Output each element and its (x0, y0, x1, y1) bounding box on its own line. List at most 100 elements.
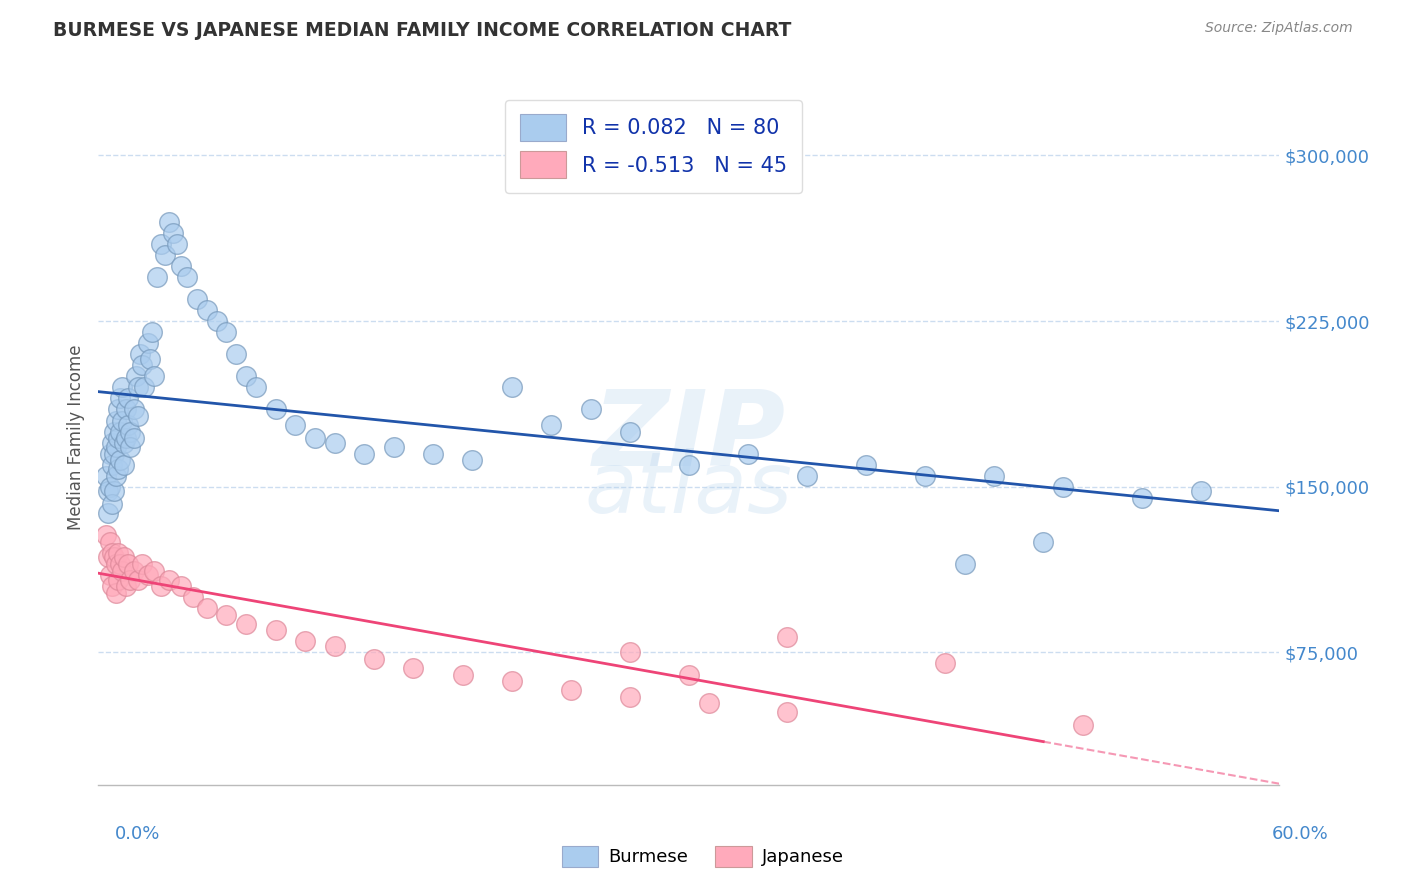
Point (225, 347, 247, 361)
Point (264, 402, 287, 417)
Legend: Burmese, Japanese: Burmese, Japanese (554, 838, 852, 874)
Point (108, 557, 131, 571)
Point (107, 462, 129, 476)
Point (737, 447, 759, 461)
Point (855, 458, 877, 472)
Point (105, 413, 128, 427)
Point (235, 616, 257, 631)
Point (111, 564, 134, 578)
Point (97, 506, 120, 520)
Point (131, 557, 153, 571)
Point (181, 591, 204, 605)
Point (157, 573, 180, 587)
Point (953, 557, 976, 571)
Point (105, 557, 128, 571)
Point (127, 380, 149, 394)
Point (382, 440, 405, 454)
Point (105, 440, 128, 454)
Point (215, 325, 238, 339)
Point (157, 215, 180, 229)
Point (118, 440, 141, 454)
Point (150, 236, 173, 251)
Point (125, 369, 148, 384)
Point (96, 528, 118, 542)
Point (1071, 718, 1094, 732)
Point (186, 292, 208, 306)
Point (97, 484, 120, 499)
Text: 0.0%: 0.0% (115, 825, 160, 843)
Text: ZIP: ZIP (592, 386, 786, 488)
Point (112, 458, 135, 472)
Point (284, 417, 307, 432)
Point (501, 674, 523, 689)
Point (501, 380, 523, 394)
Point (1189, 484, 1212, 499)
Text: 60.0%: 60.0% (1272, 825, 1329, 843)
Point (98, 568, 121, 582)
Point (115, 402, 138, 417)
Point (353, 447, 375, 461)
Point (983, 468, 1005, 483)
Point (619, 690, 641, 704)
Point (98, 447, 121, 461)
Point (451, 667, 474, 681)
Point (108, 425, 131, 439)
Point (205, 314, 228, 328)
Point (122, 564, 145, 578)
Point (402, 661, 425, 675)
Point (776, 705, 799, 719)
Point (107, 546, 129, 560)
Point (105, 586, 128, 600)
Point (150, 579, 173, 593)
Point (111, 380, 134, 394)
Point (914, 468, 936, 483)
Point (122, 431, 145, 445)
Point (101, 435, 124, 450)
Point (117, 392, 139, 406)
Point (540, 417, 562, 432)
Point (117, 417, 139, 432)
Text: BURMESE VS JAPANESE MEDIAN FAMILY INCOME CORRELATION CHART: BURMESE VS JAPANESE MEDIAN FAMILY INCOME… (53, 21, 792, 40)
Legend: R = 0.082   N = 80, R = -0.513   N = 45: R = 0.082 N = 80, R = -0.513 N = 45 (505, 100, 801, 193)
Point (132, 380, 155, 394)
Point (128, 347, 150, 361)
Point (264, 624, 287, 638)
Point (619, 425, 641, 439)
Point (1130, 491, 1153, 505)
Point (195, 303, 218, 318)
Point (103, 447, 125, 461)
Point (934, 657, 956, 671)
Point (98, 535, 121, 549)
Point (101, 579, 124, 593)
Point (136, 336, 159, 351)
Point (127, 573, 149, 587)
Point (112, 435, 135, 450)
Point (118, 573, 141, 587)
Y-axis label: Median Family Income: Median Family Income (66, 344, 84, 530)
Point (166, 236, 188, 251)
Point (138, 351, 160, 366)
Point (131, 359, 153, 373)
Point (195, 601, 218, 615)
Point (560, 683, 582, 698)
Point (108, 453, 131, 467)
Point (422, 447, 444, 461)
Point (103, 484, 125, 499)
Point (323, 435, 346, 450)
Point (103, 550, 125, 565)
Point (101, 498, 124, 512)
Point (155, 248, 177, 262)
Point (678, 667, 700, 681)
Point (142, 369, 165, 384)
Point (107, 402, 129, 417)
Point (142, 564, 165, 578)
Point (1032, 535, 1054, 549)
Point (141, 325, 163, 339)
Point (363, 652, 385, 666)
Point (215, 607, 238, 622)
Point (101, 546, 124, 560)
Point (111, 413, 134, 427)
Point (619, 645, 641, 659)
Point (107, 431, 129, 445)
Point (122, 402, 145, 417)
